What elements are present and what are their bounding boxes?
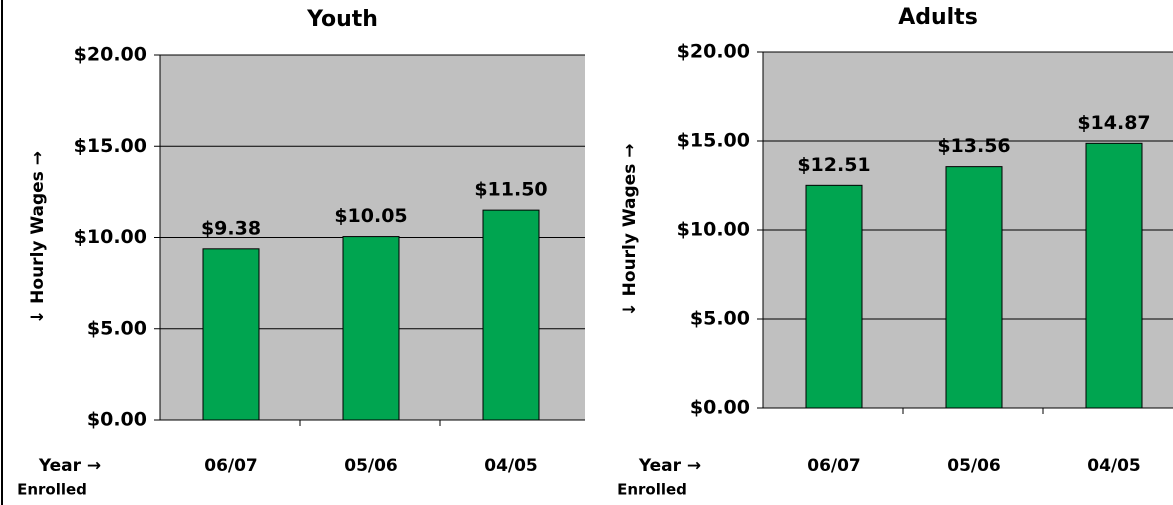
y-tick-label: $5.00 bbox=[690, 308, 750, 330]
y-tick-label: $10.00 bbox=[677, 219, 750, 241]
x-tick-label: 05/06 bbox=[947, 456, 1001, 476]
y-tick-label: $0.00 bbox=[87, 409, 147, 431]
y-axis-label: ↓ Hourly Wages → bbox=[28, 151, 48, 324]
x-axis-label: Year → bbox=[638, 456, 701, 476]
value-label: $10.05 bbox=[334, 205, 407, 227]
y-tick-label: $10.00 bbox=[74, 226, 147, 248]
x-tick-label: 06/07 bbox=[204, 456, 258, 476]
y-tick-label: $0.00 bbox=[690, 397, 750, 419]
x-tick-label: 06/07 bbox=[807, 456, 861, 476]
x-tick-label: 04/05 bbox=[484, 456, 538, 476]
bar bbox=[482, 209, 540, 421]
x-axis-label: Year → bbox=[38, 456, 101, 476]
y-tick-label: $20.00 bbox=[74, 44, 147, 66]
y-tick-label: $15.00 bbox=[74, 135, 147, 157]
value-label: $11.50 bbox=[474, 179, 547, 201]
y-tick-label: $5.00 bbox=[87, 317, 147, 339]
value-label: $9.38 bbox=[201, 217, 261, 239]
x-tick-label: 05/06 bbox=[344, 456, 398, 476]
x-tick-label: 04/05 bbox=[1087, 456, 1141, 476]
y-tick-label: $20.00 bbox=[677, 41, 750, 63]
y-axis-label: ↓ Hourly Wages → bbox=[620, 144, 640, 317]
bar bbox=[1085, 142, 1143, 409]
x-axis-label-2: Enrolled bbox=[17, 481, 87, 499]
bar bbox=[342, 236, 400, 421]
bar bbox=[945, 166, 1003, 409]
value-label: $14.87 bbox=[1077, 112, 1150, 134]
chart-title: Adults bbox=[898, 5, 978, 30]
bar bbox=[202, 248, 260, 421]
chart-title: Youth bbox=[306, 7, 378, 32]
value-label: $12.51 bbox=[797, 154, 870, 176]
y-tick-label: $15.00 bbox=[677, 130, 750, 152]
bar bbox=[805, 184, 863, 409]
value-label: $13.56 bbox=[937, 135, 1010, 157]
x-axis-label-2: Enrolled bbox=[617, 481, 687, 499]
